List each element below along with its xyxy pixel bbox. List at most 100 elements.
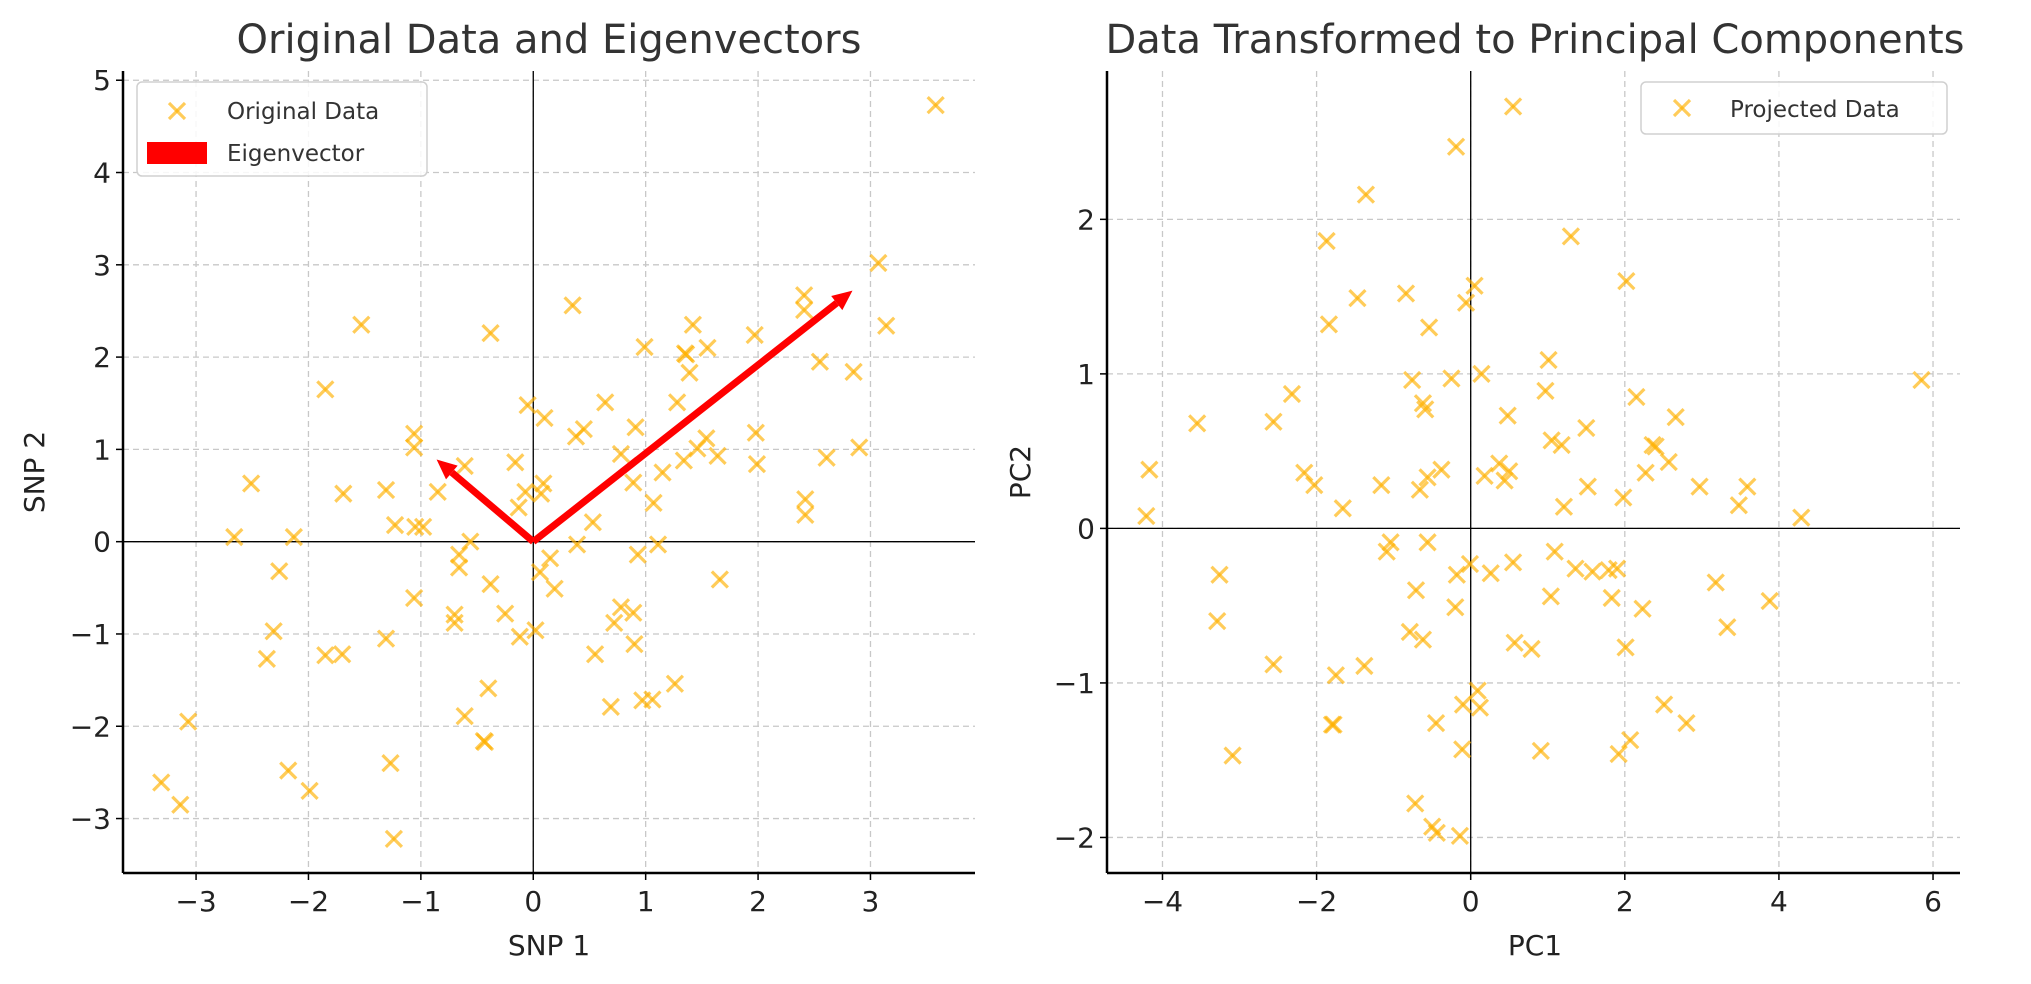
data-point-x-marker: [635, 337, 654, 357]
data-point-x-marker: [540, 549, 560, 568]
data-point-x-marker: [563, 296, 582, 315]
data-point-x-marker: [316, 380, 335, 399]
arrow-shaft: [449, 469, 536, 545]
data-point-x-marker: [1400, 622, 1419, 642]
data-point-x-marker: [1317, 231, 1336, 251]
data-point-x-marker: [1372, 476, 1391, 495]
data-point-x-marker: [708, 446, 727, 465]
data-point-x-marker: [626, 418, 645, 437]
data-point-x-marker: [680, 363, 699, 382]
data-point-x-marker: [1210, 565, 1229, 584]
data-point-x-marker: [1356, 185, 1376, 204]
data-point-x-marker: [1468, 681, 1487, 700]
data-point-x-marker: [333, 645, 352, 664]
y-tick-label: −1: [70, 618, 111, 651]
data-point-x-marker: [746, 423, 765, 442]
data-point-x-marker: [1377, 542, 1396, 561]
x-tick-label: 0: [1462, 885, 1480, 918]
right-plot-principal-components: Data Transformed to Principal Components…: [1004, 17, 1965, 962]
data-point-x-marker: [1188, 414, 1207, 433]
data-point-x-marker: [1536, 381, 1555, 401]
data-point-x-marker: [1446, 137, 1466, 156]
data-point-x-marker: [1503, 553, 1523, 572]
data-point-x-marker: [596, 393, 615, 412]
data-point-x-marker: [506, 453, 525, 472]
data-point-x-marker: [1505, 633, 1524, 652]
data-point-x-marker: [1264, 655, 1283, 674]
data-point-x-marker: [869, 253, 888, 273]
data-point-x-marker: [530, 563, 550, 582]
data-point-x-marker: [1475, 466, 1494, 485]
data-point-x-marker: [1450, 826, 1470, 846]
data-point-x-marker: [1500, 462, 1519, 481]
data-point-x-marker: [1583, 562, 1602, 581]
data-point-x-marker: [1456, 293, 1476, 312]
data-point-x-marker: [1348, 289, 1367, 308]
data-point-x-marker: [455, 706, 474, 726]
x-tick-label: 1: [637, 885, 655, 918]
data-point-x-marker: [445, 605, 464, 624]
data-point-x-marker: [1912, 370, 1931, 390]
y-tick-label: −1: [1054, 667, 1095, 700]
data-point-x-marker: [1531, 741, 1550, 761]
y-tick-label: 1: [93, 433, 111, 466]
data-point-x-marker: [1552, 435, 1571, 455]
data-point-x-marker: [1418, 533, 1437, 552]
y-tick-label: 5: [93, 64, 111, 97]
arrow-head: [436, 459, 458, 480]
scatter-series: [152, 96, 945, 848]
data-point-x-marker: [404, 438, 424, 457]
data-point-x-marker: [1617, 272, 1636, 291]
data-point-x-marker: [877, 316, 896, 335]
data-point-x-marker: [481, 323, 500, 343]
data-point-x-marker: [1396, 284, 1416, 303]
data-point-x-marker: [1602, 588, 1621, 608]
data-point-x-marker: [1621, 730, 1640, 750]
data-point-x-marker: [404, 588, 424, 608]
left-y-axis-label: SNP 2: [18, 431, 51, 513]
data-point-x-marker: [796, 505, 815, 525]
data-point-x-marker: [644, 493, 663, 513]
data-point-x-marker: [745, 325, 764, 345]
data-point-x-marker: [532, 484, 551, 503]
data-point-x-marker: [1490, 454, 1509, 473]
data-point-x-marker: [352, 315, 371, 334]
left-plot-title: Original Data and Eigenvectors: [237, 17, 862, 63]
eigenvector-arrow: [531, 290, 853, 545]
x-tick-label: −2: [1296, 885, 1337, 918]
data-point-x-marker: [1607, 559, 1627, 578]
data-point-x-marker: [242, 474, 261, 493]
data-point-x-marker: [665, 674, 685, 693]
data-point-x-marker: [605, 613, 624, 633]
data-point-x-marker: [516, 482, 535, 501]
data-point-x-marker: [624, 473, 643, 492]
data-point-x-marker: [1738, 477, 1757, 496]
data-point-x-marker: [1442, 369, 1461, 388]
x-tick-label: −2: [288, 885, 329, 918]
data-point-x-marker: [279, 761, 298, 780]
left-x-axis-label: SNP 1: [508, 929, 590, 962]
data-point-x-marker: [1419, 318, 1439, 337]
data-point-x-marker: [1326, 666, 1345, 685]
data-point-x-marker: [479, 679, 498, 698]
data-point-x-marker: [1223, 746, 1242, 765]
x-tick-label: 3: [862, 885, 880, 918]
y-tick-label: 1: [1077, 358, 1095, 391]
data-point-x-marker: [171, 795, 190, 814]
data-point-x-marker: [795, 300, 814, 320]
data-point-x-marker: [1264, 412, 1283, 431]
data-point-x-marker: [1333, 499, 1352, 518]
data-point-x-marker: [1406, 581, 1426, 600]
data-point-x-marker: [1659, 452, 1678, 472]
data-point-x-marker: [1481, 564, 1500, 583]
data-point-x-marker: [1690, 477, 1709, 496]
data-point-x-marker: [509, 498, 528, 517]
data-point-x-marker: [225, 527, 244, 547]
data-point-x-marker: [428, 482, 447, 501]
legend-box: [136, 81, 428, 177]
legend-label-eigenvector: Eigenvector: [227, 141, 365, 167]
data-point-x-marker: [585, 645, 605, 664]
data-point-x-marker: [1646, 437, 1665, 456]
y-tick-label: 4: [93, 157, 111, 190]
data-point-x-marker: [385, 515, 405, 535]
